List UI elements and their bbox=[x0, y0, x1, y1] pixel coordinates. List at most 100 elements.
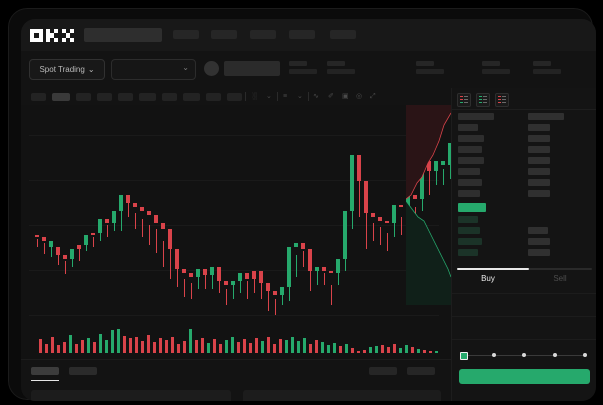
volume-bar-44 bbox=[303, 338, 306, 353]
bottom-action-0[interactable] bbox=[369, 367, 397, 375]
timeframe-button-7[interactable] bbox=[183, 93, 200, 101]
bottom-tab-1[interactable] bbox=[69, 367, 97, 375]
trading-pair-selector[interactable]: ⌄ bbox=[111, 59, 196, 80]
okx-logo[interactable] bbox=[30, 29, 74, 42]
orderbook-mode-asks-icon[interactable] bbox=[495, 93, 509, 107]
orderbook-row-price-3[interactable] bbox=[458, 146, 482, 153]
gridline-4 bbox=[29, 315, 439, 316]
chevron-down-icon-2[interactable]: ⌄ bbox=[297, 93, 303, 100]
timeframe-button-5[interactable] bbox=[139, 93, 156, 101]
chevron-down-icon-1[interactable]: ⌄ bbox=[266, 93, 272, 100]
orderbook-row-price-11[interactable] bbox=[458, 238, 482, 245]
timeframe-button-6[interactable] bbox=[162, 93, 177, 101]
orderbook-row-amount-3[interactable] bbox=[528, 146, 550, 153]
orderbook-row-amount-10[interactable] bbox=[528, 227, 548, 234]
volume-bar-49 bbox=[333, 343, 336, 353]
coin-avatar bbox=[204, 61, 219, 76]
orderbook-row-amount-12[interactable] bbox=[528, 249, 550, 256]
volume-bar-15 bbox=[129, 338, 132, 353]
candle-wick bbox=[211, 271, 213, 289]
timeframe-button-0[interactable] bbox=[31, 93, 46, 101]
orderbook-row-amount-5[interactable] bbox=[528, 168, 550, 175]
pencil-draw-icon[interactable]: ✐ bbox=[328, 93, 334, 100]
tab-sell[interactable]: Sell bbox=[553, 274, 567, 283]
timeframe-button-2[interactable] bbox=[76, 93, 91, 101]
orderbook-row-price-5[interactable] bbox=[458, 168, 480, 175]
orderbook-row-amount-0[interactable] bbox=[528, 113, 564, 120]
slider-node-100[interactable] bbox=[583, 353, 587, 357]
ticker-stat-label bbox=[482, 61, 500, 66]
nav-item-1[interactable] bbox=[211, 30, 237, 39]
submit-buy-button[interactable] bbox=[459, 369, 590, 384]
timeframe-button-9[interactable] bbox=[227, 93, 242, 101]
candle-11 bbox=[112, 211, 116, 231]
orderbook-row-amount-2[interactable] bbox=[528, 135, 550, 142]
candle-39 bbox=[308, 249, 312, 291]
slider-node-50[interactable] bbox=[522, 353, 526, 357]
candle-16 bbox=[147, 211, 151, 245]
volume-bar-31 bbox=[225, 340, 228, 353]
orderbook-row-price-0[interactable] bbox=[458, 113, 494, 120]
bottom-action-1[interactable] bbox=[407, 367, 435, 375]
nav-item-3[interactable] bbox=[289, 30, 315, 39]
fullscreen-icon[interactable]: ⤢ bbox=[370, 93, 376, 100]
orderbook-divider bbox=[452, 109, 596, 110]
camera-snapshot-icon[interactable]: ▣ bbox=[342, 93, 349, 100]
line-wave-icon[interactable]: ∿ bbox=[313, 93, 319, 100]
indicator-icon[interactable]: ≡ bbox=[283, 93, 288, 100]
slider-node-0[interactable] bbox=[460, 352, 468, 360]
price-chart[interactable] bbox=[21, 105, 480, 359]
market-type-dropdown[interactable]: Spot Trading ⌄ bbox=[29, 59, 105, 80]
candle-wick bbox=[379, 227, 381, 245]
slider-node-75[interactable] bbox=[552, 353, 557, 357]
amount-percent-slider[interactable] bbox=[460, 351, 588, 360]
volume-bar-56 bbox=[375, 346, 378, 353]
orderbook-row-price-10[interactable] bbox=[458, 227, 480, 234]
timeframe-button-1[interactable] bbox=[52, 93, 70, 101]
ticker-bar: Spot Trading ⌄ ⌄ bbox=[21, 51, 596, 88]
settings-gear-icon[interactable]: ◎ bbox=[356, 93, 363, 100]
orderbook-row-price-6[interactable] bbox=[458, 179, 482, 186]
bottom-content-panel-1 bbox=[243, 390, 441, 401]
bottom-tab-0[interactable] bbox=[31, 367, 59, 375]
slider-node-25[interactable] bbox=[491, 353, 496, 357]
candle-15 bbox=[140, 207, 144, 237]
volume-bar-12 bbox=[111, 330, 114, 353]
tab-buy[interactable]: Buy bbox=[481, 274, 495, 283]
orderbook-row-price-9[interactable] bbox=[458, 216, 478, 223]
timeframe-button-3[interactable] bbox=[97, 93, 112, 101]
candle-wick bbox=[358, 171, 360, 217]
orderbook-mode-bids-icon[interactable] bbox=[476, 93, 490, 107]
candle-wick bbox=[148, 225, 150, 245]
volume-bar-29 bbox=[213, 339, 216, 353]
ticker-stat-value bbox=[289, 69, 317, 74]
orderbook-row-price-2[interactable] bbox=[458, 135, 484, 142]
orderbook-current-price-row[interactable] bbox=[458, 203, 486, 212]
volume-bar-58 bbox=[387, 347, 390, 353]
timeframe-button-4[interactable] bbox=[118, 93, 133, 101]
orderbook-row-price-7[interactable] bbox=[458, 190, 480, 197]
orderbook-row-amount-7[interactable] bbox=[528, 190, 550, 197]
orderbook-row-amount-1[interactable] bbox=[528, 124, 550, 131]
search-input[interactable] bbox=[84, 28, 162, 42]
volume-bar-62 bbox=[411, 347, 414, 353]
nav-item-2[interactable] bbox=[250, 30, 276, 39]
candle-wick bbox=[218, 271, 220, 293]
candle-wick bbox=[365, 197, 367, 249]
nav-item-0[interactable] bbox=[173, 30, 199, 39]
candles-icon[interactable]: ░ bbox=[252, 93, 257, 100]
candle-wick bbox=[43, 243, 45, 254]
candle-wick bbox=[92, 237, 94, 247]
orderbook-row-price-12[interactable] bbox=[458, 249, 478, 256]
orderbook-mode-both-icon[interactable] bbox=[457, 93, 471, 107]
orderbook-row-amount-11[interactable] bbox=[528, 238, 550, 245]
candle-wick bbox=[281, 289, 283, 305]
nav-item-4[interactable] bbox=[330, 30, 356, 39]
timeframe-button-8[interactable] bbox=[206, 93, 221, 101]
orderbook-row-price-4[interactable] bbox=[458, 157, 484, 164]
orderbook-row-price-1[interactable] bbox=[458, 124, 478, 131]
volume-bar-17 bbox=[141, 341, 144, 353]
orderbook-row-amount-6[interactable] bbox=[528, 179, 550, 186]
volume-bar-34 bbox=[243, 339, 246, 353]
orderbook-row-amount-4[interactable] bbox=[528, 157, 550, 164]
